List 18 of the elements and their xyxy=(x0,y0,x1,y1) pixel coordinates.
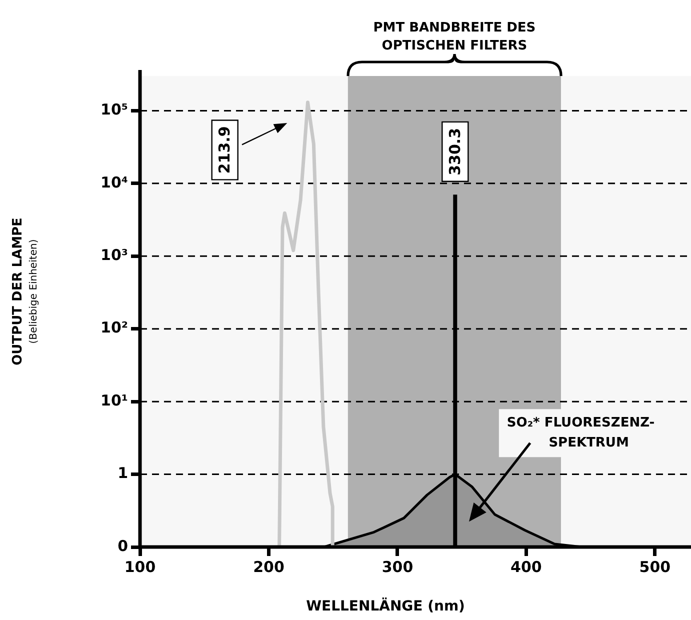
y-tick-label: 0 xyxy=(118,536,128,555)
x-tick-label: 400 xyxy=(510,558,542,576)
band-label: PMT BANDBREITE DES OPTISCHEN FILTERS xyxy=(373,20,536,54)
y-axis-title: OUTPUT DER LAMPE (Beliebige Einheiten) xyxy=(10,218,40,366)
x-tick-label: 200 xyxy=(253,558,284,576)
y-tick-label: 10² xyxy=(100,318,128,337)
x-axis-title: WELLENLÄNGE (nm) xyxy=(306,598,465,615)
x-tick-label: 300 xyxy=(382,558,414,576)
annotation: SO₂* FLUORESZENZ- SPEKTRUM xyxy=(506,416,655,450)
y-tick-label: 10¹ xyxy=(100,391,128,410)
x-tick-label: 500 xyxy=(639,558,671,576)
y-tick-label: 10⁴ xyxy=(100,173,128,192)
y-tick-label: 1 xyxy=(118,464,128,482)
y-tick-label: 10³ xyxy=(100,246,128,264)
annotation: 213.9 xyxy=(216,126,234,174)
annotation: 330.3 xyxy=(446,128,464,176)
x-tick-label: 100 xyxy=(124,558,156,576)
y-tick-label: 10⁵ xyxy=(100,100,128,119)
